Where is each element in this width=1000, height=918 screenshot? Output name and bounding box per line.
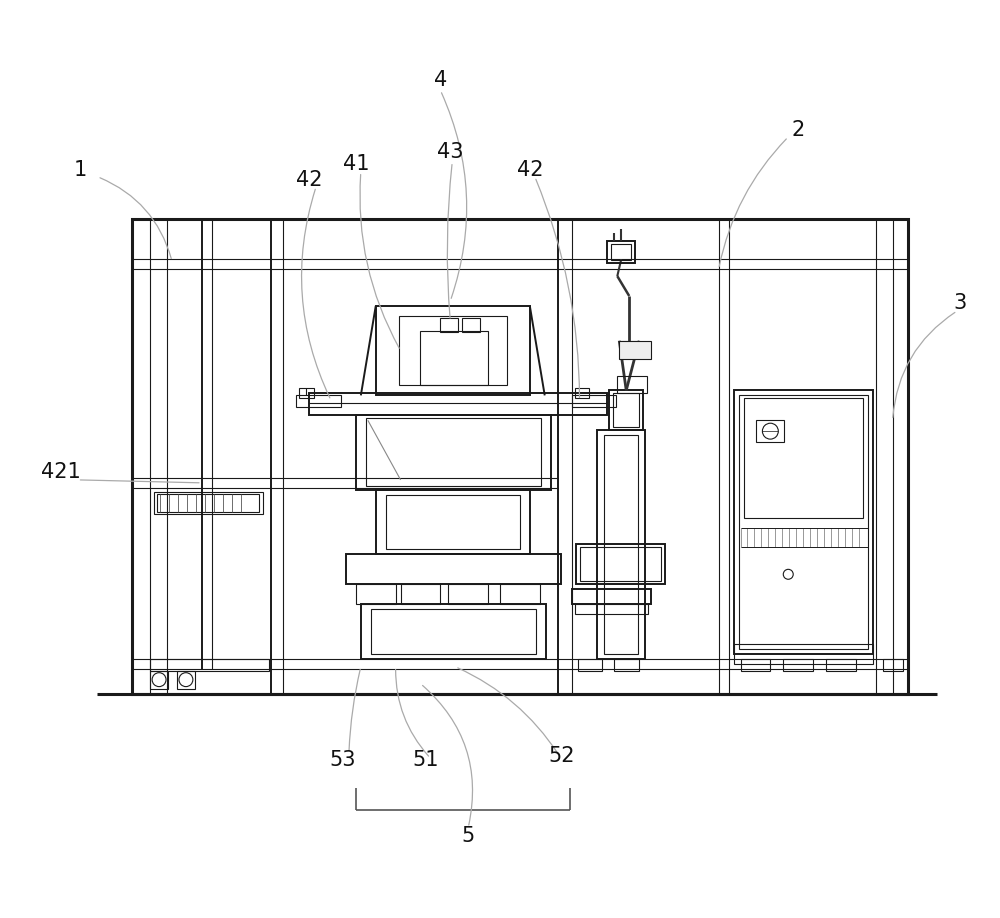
Bar xyxy=(356,415,551,490)
Bar xyxy=(177,671,195,688)
Text: 4: 4 xyxy=(434,71,447,90)
Text: 3: 3 xyxy=(954,293,967,313)
Bar xyxy=(361,604,546,659)
Bar xyxy=(296,396,341,408)
Bar xyxy=(462,318,480,331)
Bar xyxy=(614,659,639,671)
Bar xyxy=(448,584,488,604)
Bar xyxy=(734,644,873,664)
Bar xyxy=(611,244,631,260)
Bar xyxy=(744,398,863,518)
Bar xyxy=(734,390,873,654)
Bar xyxy=(826,659,856,671)
Bar xyxy=(613,394,639,427)
Bar xyxy=(783,659,813,671)
Text: 2: 2 xyxy=(792,120,805,140)
Bar xyxy=(356,584,396,604)
Text: 1: 1 xyxy=(74,160,87,180)
Bar xyxy=(604,435,638,654)
Bar xyxy=(575,388,589,398)
Text: 5: 5 xyxy=(462,825,475,845)
Bar xyxy=(386,495,520,550)
Text: 42: 42 xyxy=(296,170,322,190)
Bar xyxy=(597,431,645,659)
Bar xyxy=(376,306,530,396)
Bar xyxy=(366,419,541,486)
Bar xyxy=(132,219,908,694)
Text: 421: 421 xyxy=(41,462,81,482)
Bar xyxy=(580,547,661,581)
Text: 52: 52 xyxy=(548,746,575,767)
Text: 41: 41 xyxy=(343,154,369,174)
Bar xyxy=(883,659,903,671)
Bar xyxy=(346,554,561,584)
Bar xyxy=(440,318,458,331)
Bar xyxy=(500,584,540,604)
Text: 53: 53 xyxy=(330,750,356,770)
Text: 42: 42 xyxy=(517,160,543,180)
Bar xyxy=(617,375,647,394)
Bar xyxy=(609,390,643,431)
Text: 51: 51 xyxy=(412,750,439,770)
Bar xyxy=(420,330,488,386)
Bar xyxy=(157,494,259,511)
Bar xyxy=(739,396,868,649)
Bar xyxy=(619,341,651,359)
Bar xyxy=(401,584,440,604)
Bar xyxy=(399,316,507,386)
Bar xyxy=(607,241,635,263)
Bar xyxy=(371,609,536,654)
Text: 43: 43 xyxy=(437,142,464,162)
Bar xyxy=(741,659,770,671)
Bar xyxy=(575,604,648,614)
Bar xyxy=(572,589,651,604)
Bar xyxy=(576,544,665,584)
Bar xyxy=(299,388,314,398)
Bar xyxy=(756,420,784,442)
Bar xyxy=(150,671,168,688)
Bar xyxy=(150,659,269,671)
Bar xyxy=(309,394,607,415)
Bar xyxy=(376,490,530,554)
Bar xyxy=(154,492,263,514)
Bar xyxy=(578,659,602,671)
Bar xyxy=(572,396,616,408)
